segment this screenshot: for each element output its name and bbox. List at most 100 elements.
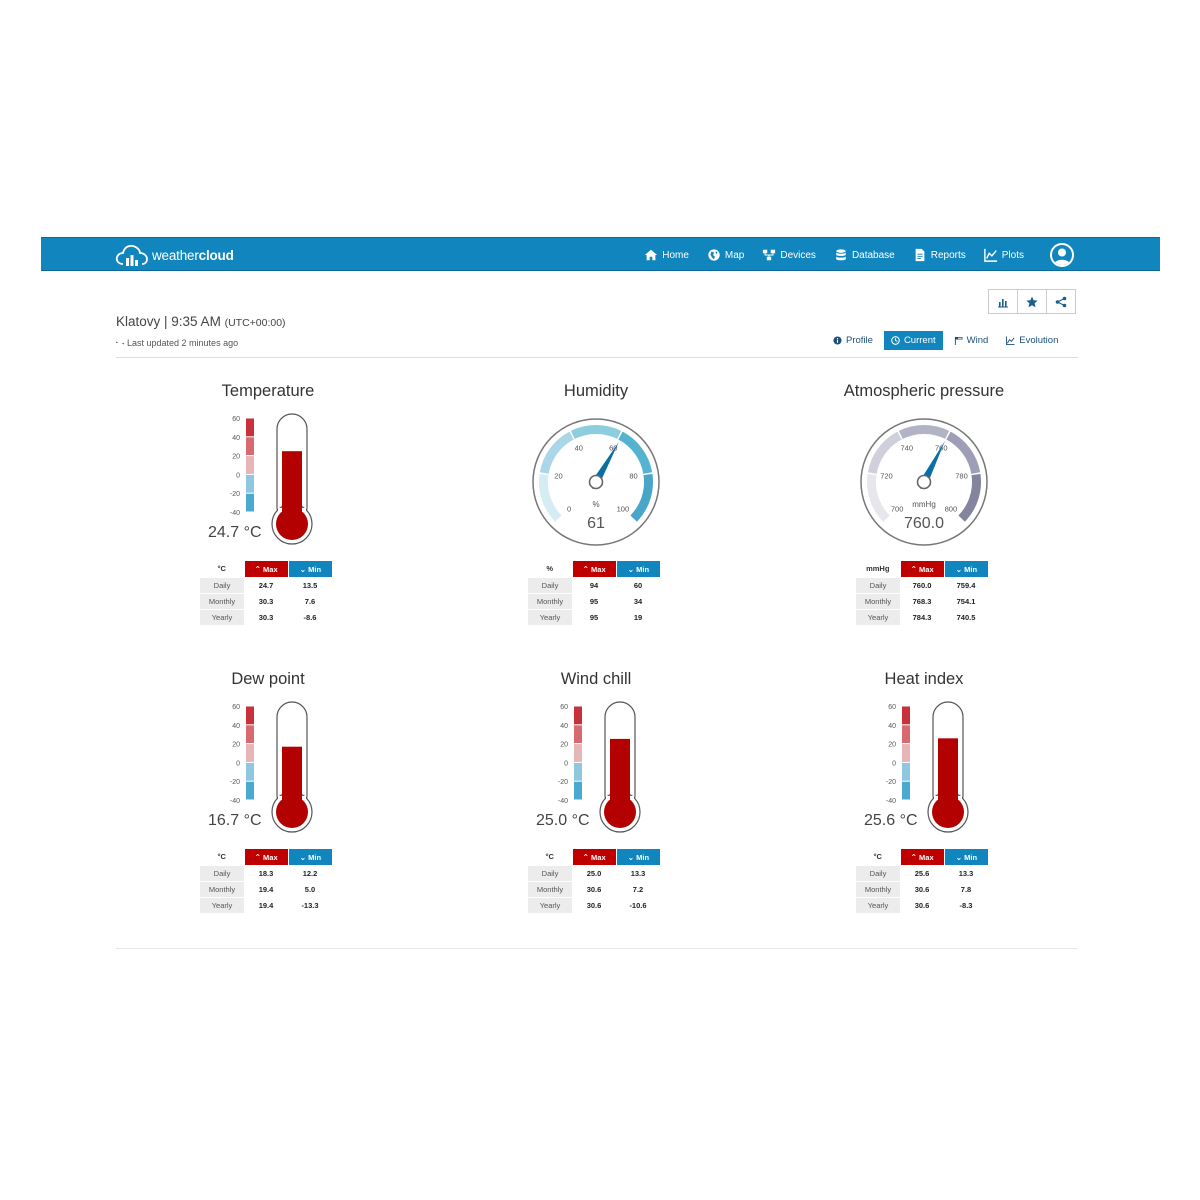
stats-row-daily: Daily 760.0 759.4 — [856, 576, 988, 593]
scale-segment — [246, 437, 254, 456]
stats-row-yearly: Yearly 784.3 740.5 — [856, 608, 988, 625]
stats-row-daily: Daily 18.3 12.2 — [200, 864, 332, 881]
stats-max-header: ⌃ Max — [899, 561, 944, 577]
stats-unit: % — [546, 564, 554, 574]
stats-min-value: 34 — [633, 596, 643, 606]
windchill-value: 25.0 °C — [536, 812, 590, 829]
nav-devices[interactable]: Devices — [762, 248, 816, 262]
stats-max-value: 95 — [589, 612, 599, 622]
stats-row-label: Yearly — [200, 896, 244, 913]
chevron-down-icon: ⌄ — [955, 852, 963, 862]
scale-tick-label: 60 — [888, 704, 896, 711]
chevron-up-icon: ⌃ — [910, 564, 918, 574]
gauge-tick-label: 20 — [554, 472, 562, 481]
dewpoint-value: 16.7 °C — [208, 812, 262, 829]
pressure-stats-table: mmHg ⌃ Max ⌄ Min Daily 760.0 759.4 Monthly 76… — [856, 561, 988, 625]
scale-tick-label: 60 — [560, 704, 568, 711]
stats-max-value: 30.6 — [914, 900, 930, 910]
dewpoint-title: Dew point — [231, 670, 305, 688]
scale-segment — [246, 493, 254, 512]
stats-min-value: 12.2 — [302, 868, 318, 878]
chevron-up-icon: ⌃ — [582, 564, 590, 574]
chevron-down-icon: ⌄ — [627, 564, 635, 574]
scale-tick-label: 40 — [888, 723, 896, 730]
stats-min-value: 759.4 — [956, 580, 976, 590]
nav-map[interactable]: Map — [707, 248, 744, 262]
stats-row-label: Monthly — [856, 880, 900, 897]
scale-segment — [246, 706, 254, 725]
nav-home[interactable]: Home — [644, 248, 689, 262]
stats-max-value: 30.6 — [586, 900, 602, 910]
thermometer-bulb — [276, 796, 308, 828]
gauge-tick-label: 720 — [880, 472, 893, 481]
tab-wind[interactable]: Wind — [947, 331, 996, 350]
stats-row-daily: Daily 25.0 13.3 — [528, 864, 660, 881]
stats-row-yearly: Yearly 30.3 -8.6 — [200, 608, 332, 625]
nav-reports[interactable]: Reports — [913, 248, 966, 262]
gauge-pivot — [588, 474, 604, 490]
stats-row-yearly: Yearly 30.6 -10.6 — [528, 896, 660, 913]
heatindex-widget: Heat index 60 40 20 0 -20 -40 25.6 °C °C ⌃ Max… — [794, 670, 1054, 930]
stats-max-value: 768.3 — [912, 596, 932, 606]
footer-divider — [116, 948, 1078, 949]
scale-segment — [574, 781, 582, 800]
last-updated-text: Last updated 2 minutes ago — [127, 338, 239, 348]
area-chart-icon — [1006, 336, 1015, 345]
scale-tick-label: 40 — [560, 723, 568, 730]
nav-database[interactable]: Database — [834, 248, 895, 262]
windchill-thermometer: 60 40 20 0 -20 -40 — [558, 701, 641, 833]
scale-segment — [246, 418, 254, 437]
gauge-tick-label: 700 — [891, 504, 904, 513]
temperature-value: 24.7 °C — [208, 524, 262, 541]
stats-button[interactable] — [988, 289, 1018, 314]
nav-plots[interactable]: Plots — [983, 248, 1024, 262]
thermometer-mercury — [610, 738, 630, 812]
pressure-value: 760.0 — [903, 515, 945, 532]
tab-evolution[interactable]: Evolution — [999, 331, 1065, 350]
humidity-stats-table: % ⌃ Max ⌄ Min Daily 94 60 Monthly 95 34 Yearly… — [528, 561, 660, 625]
document-icon — [915, 248, 925, 262]
stats-min-value: -10.6 — [629, 900, 647, 910]
temperature-title: Temperature — [221, 382, 315, 400]
stats-row-monthly: Monthly 30.3 7.6 — [200, 592, 332, 609]
scale-segment — [246, 762, 254, 781]
favorite-button[interactable] — [1017, 289, 1047, 314]
brand-name: weathercloud — [152, 247, 234, 263]
brand-logo-link[interactable]: weathercloud — [115, 242, 234, 268]
share-button[interactable] — [1046, 289, 1076, 314]
scale-segment — [246, 456, 254, 474]
stats-row-monthly: Monthly 30.6 7.2 — [528, 880, 660, 897]
stats-min-value: 740.5 — [956, 612, 976, 622]
user-account-button[interactable] — [1050, 243, 1074, 267]
stats-min-value: -13.3 — [301, 900, 319, 910]
stats-max-value: 30.3 — [258, 596, 274, 606]
stats-min-value: 13.3 — [630, 868, 646, 878]
stats-row-daily: Daily 94 60 — [528, 576, 660, 593]
chevron-up-icon: ⌃ — [254, 852, 262, 862]
scale-tick-label: 20 — [232, 742, 240, 749]
tab-current[interactable]: Current — [883, 331, 943, 350]
scale-tick-label: 0 — [892, 760, 896, 767]
scale-segment — [246, 744, 254, 762]
stats-row-label: Monthly — [528, 880, 572, 897]
scale-tick-label: 0 — [564, 760, 568, 767]
gauge-band-segment — [618, 431, 653, 474]
stats-max-header: ⌃ Max — [899, 849, 944, 865]
scale-tick-label: 0 — [236, 760, 240, 767]
stats-row-label: Yearly — [528, 608, 572, 625]
stats-row-monthly: Monthly 95 34 — [528, 592, 660, 609]
home-icon — [645, 249, 658, 261]
scale-tick-label: 40 — [232, 435, 240, 442]
tab-profile[interactable]: Profile — [826, 331, 880, 350]
heatindex-thermometer: 60 40 20 0 -20 -40 — [886, 701, 969, 833]
gauge-unit-label: mmHg — [912, 500, 936, 509]
humidity-title: Humidity — [563, 382, 629, 400]
stats-unit: °C — [873, 852, 882, 862]
stats-max-value: 94 — [589, 580, 599, 590]
chevron-up-icon: ⌃ — [254, 564, 262, 574]
cloud-logo-icon — [115, 244, 148, 266]
scale-tick-label: 60 — [232, 704, 240, 711]
scale-segment — [902, 744, 910, 762]
stats-row-label: Daily — [856, 864, 900, 881]
gauge-band-segment — [539, 431, 574, 474]
